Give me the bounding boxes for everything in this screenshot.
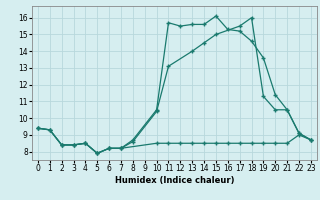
- X-axis label: Humidex (Indice chaleur): Humidex (Indice chaleur): [115, 176, 234, 185]
